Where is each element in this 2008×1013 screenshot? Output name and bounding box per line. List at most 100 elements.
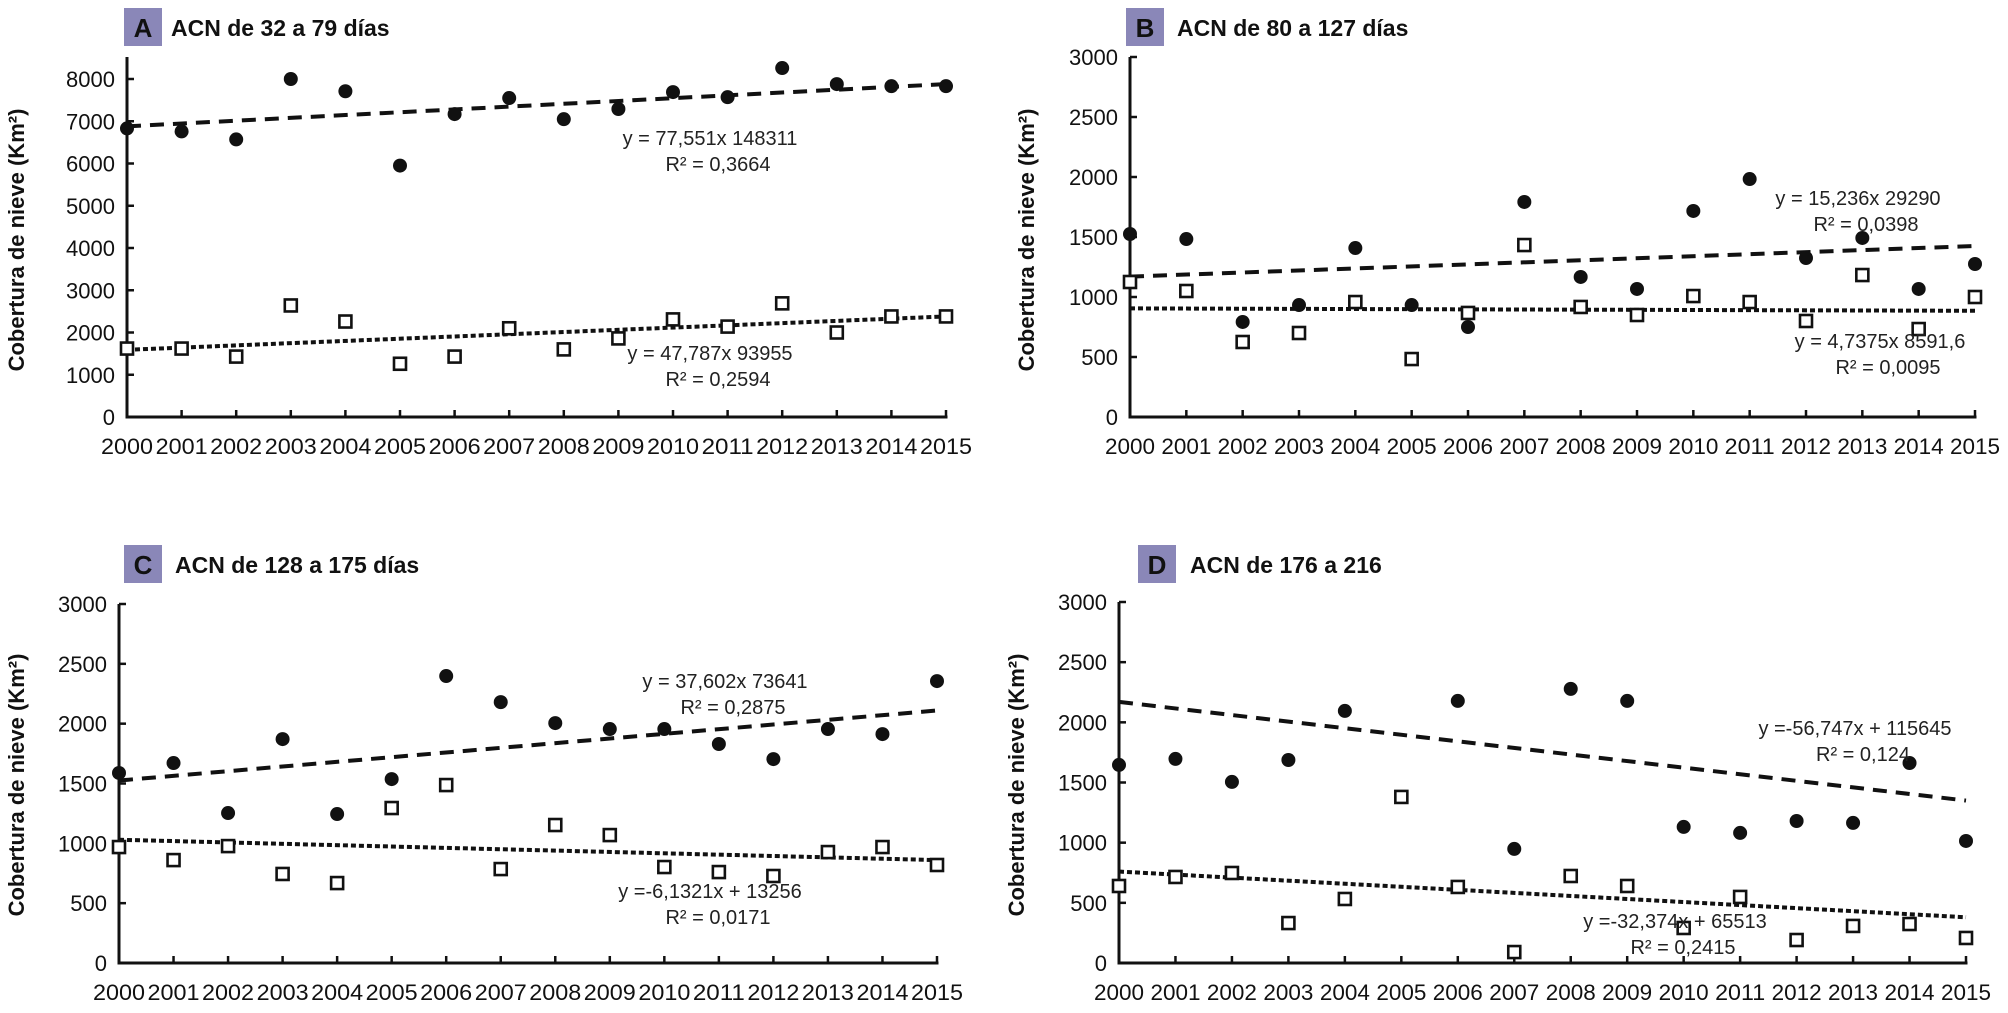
data-point-circle: [1404, 298, 1419, 313]
trend-r2: R² = 0,2594: [665, 369, 770, 391]
y-tick-label: 7000: [66, 109, 115, 134]
data-point-square: [929, 857, 945, 873]
x-tick-label: 2010: [1659, 980, 1709, 1005]
x-tick-label: 2008: [538, 434, 590, 459]
data-point-square: [1460, 305, 1476, 321]
x-tick-label: 2001: [1150, 980, 1200, 1005]
data-point-circle: [1224, 774, 1239, 789]
panel-letter: B: [1136, 13, 1155, 43]
trendline-dotted: [126, 314, 947, 352]
data-point-square: [1845, 918, 1861, 934]
x-tick-label: 2006: [429, 434, 481, 459]
data-point-circle: [1507, 841, 1522, 856]
data-point-circle: [1630, 281, 1644, 296]
x-tick-label: 2013: [1828, 980, 1878, 1005]
data-point-circle: [221, 806, 236, 821]
y-tick-label: 500: [1070, 891, 1107, 916]
x-tick-label: 2015: [911, 980, 963, 1005]
data-point-square: [220, 838, 236, 854]
trendline-dashed: [1129, 244, 1976, 279]
data-point-circle: [820, 722, 835, 737]
x-tick-label: 2015: [920, 434, 972, 459]
trend-r2: R² = 0,0398: [1813, 214, 1918, 236]
data-point-square: [829, 325, 845, 340]
y-tick-label: 2000: [1058, 710, 1107, 735]
data-point-square: [938, 309, 954, 324]
panel-b: B ACN de 80 a 127 días 0 500 1000 1500 2000 250…: [1014, 8, 2000, 459]
data-point-square: [1291, 325, 1307, 341]
x-tick-label: 2006: [1433, 980, 1483, 1005]
x-tick-label: 2004: [311, 980, 363, 1005]
panel-a: A ACN de 32 a 79 días 0 1000 2000 3000 4000 500…: [4, 8, 972, 459]
x-tick-label: 2008: [1556, 434, 1606, 459]
data-point-square: [711, 864, 727, 880]
y-tick-label: 6000: [66, 152, 115, 177]
data-point-square: [501, 320, 517, 336]
y-tick-label: 3000: [1069, 45, 1118, 70]
x-tick-label: 2004: [1330, 434, 1380, 459]
data-point-circle: [611, 101, 626, 116]
x-tick-label: 2011: [693, 980, 745, 1005]
panel-badge: [1138, 545, 1176, 583]
x-tick-label: 2014: [1885, 980, 1935, 1005]
y-tick-label: 2500: [1058, 650, 1107, 675]
trend-equation: y = 37,602x 73641: [642, 671, 807, 693]
panel-badge: [124, 8, 162, 46]
y-tick-label: 1500: [58, 772, 107, 797]
data-point-square: [1967, 289, 1983, 305]
data-point-circle: [330, 807, 345, 822]
x-tick-label: 2002: [1207, 980, 1257, 1005]
data-point-circle: [939, 79, 953, 94]
data-point-square: [1281, 915, 1296, 931]
data-point-square: [275, 866, 290, 882]
trend-equation: y = 47,787x 93955: [627, 343, 792, 365]
trend-equation: y = 77,551x 148311: [623, 128, 798, 150]
data-point-circle: [1168, 751, 1183, 766]
data-point-square: [547, 817, 563, 833]
data-point-square: [338, 314, 353, 329]
data-point-square: [228, 349, 244, 364]
data-point-circle: [875, 727, 890, 742]
x-tick-label: 2008: [1546, 980, 1596, 1005]
x-tick-label: 2000: [1094, 980, 1144, 1005]
data-point-circle: [1902, 756, 1917, 771]
data-point-square: [166, 852, 181, 868]
y-tick-label: 3000: [1058, 590, 1107, 615]
x-tick-label: 2012: [756, 434, 808, 459]
x-tick-label: 2001: [1161, 434, 1211, 459]
data-point-square: [1394, 789, 1409, 805]
x-tick-label: 2001: [156, 434, 208, 459]
trend-equation: y = 4,7375x 8591,6: [1795, 331, 1966, 353]
data-point-circle: [884, 79, 899, 94]
data-point-circle: [447, 107, 462, 122]
data-point-circle: [1846, 815, 1861, 830]
data-point-square: [611, 331, 626, 346]
trend-r2: R² = 0,0095: [1835, 357, 1940, 379]
y-tick-label: 500: [70, 891, 107, 916]
data-point-square: [1404, 351, 1419, 367]
trend-r2: R² = 0,2415: [1630, 937, 1735, 959]
y-tick-label: 3000: [58, 592, 107, 617]
trendline-dotted: [1129, 306, 1976, 313]
x-tick-label: 2014: [1894, 434, 1944, 459]
x-tick-label: 2011: [1715, 980, 1765, 1005]
data-point-circle: [1112, 757, 1126, 772]
data-point-circle: [548, 716, 563, 731]
data-point-circle: [1959, 833, 1973, 848]
data-point-circle: [283, 72, 298, 86]
data-point-square: [556, 342, 572, 357]
y-tick-label: 1000: [1069, 285, 1118, 310]
data-point-circle: [1235, 314, 1250, 329]
x-tick-label: 2013: [802, 980, 854, 1005]
x-tick-label: 2007: [1499, 434, 1549, 459]
data-point-square: [111, 839, 127, 855]
y-tick-label: 2000: [66, 321, 115, 346]
x-tick-label: 2005: [366, 980, 418, 1005]
data-point-circle: [1461, 320, 1475, 334]
data-point-circle: [556, 112, 571, 127]
x-tick-label: 2013: [811, 434, 863, 459]
data-point-circle: [166, 756, 181, 771]
data-point-circle: [439, 669, 454, 684]
data-point-square: [1686, 288, 1701, 304]
data-point-square: [493, 861, 509, 877]
